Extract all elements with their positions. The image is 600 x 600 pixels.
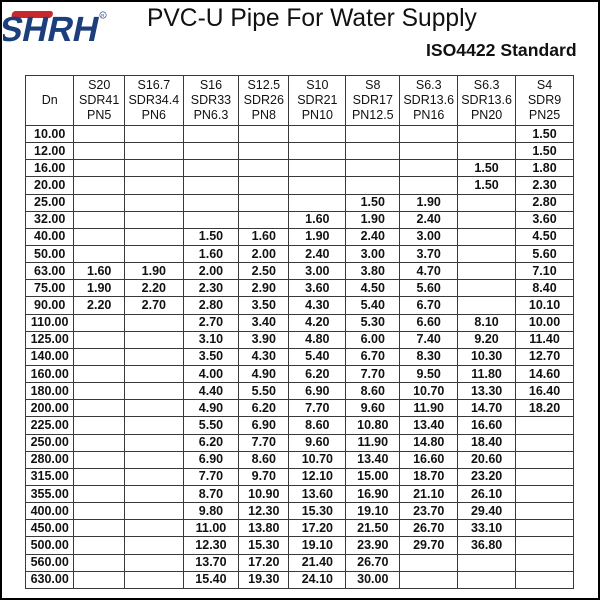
svg-text:R: R — [101, 13, 104, 18]
svg-text:SHRH: SHRH — [3, 10, 103, 46]
